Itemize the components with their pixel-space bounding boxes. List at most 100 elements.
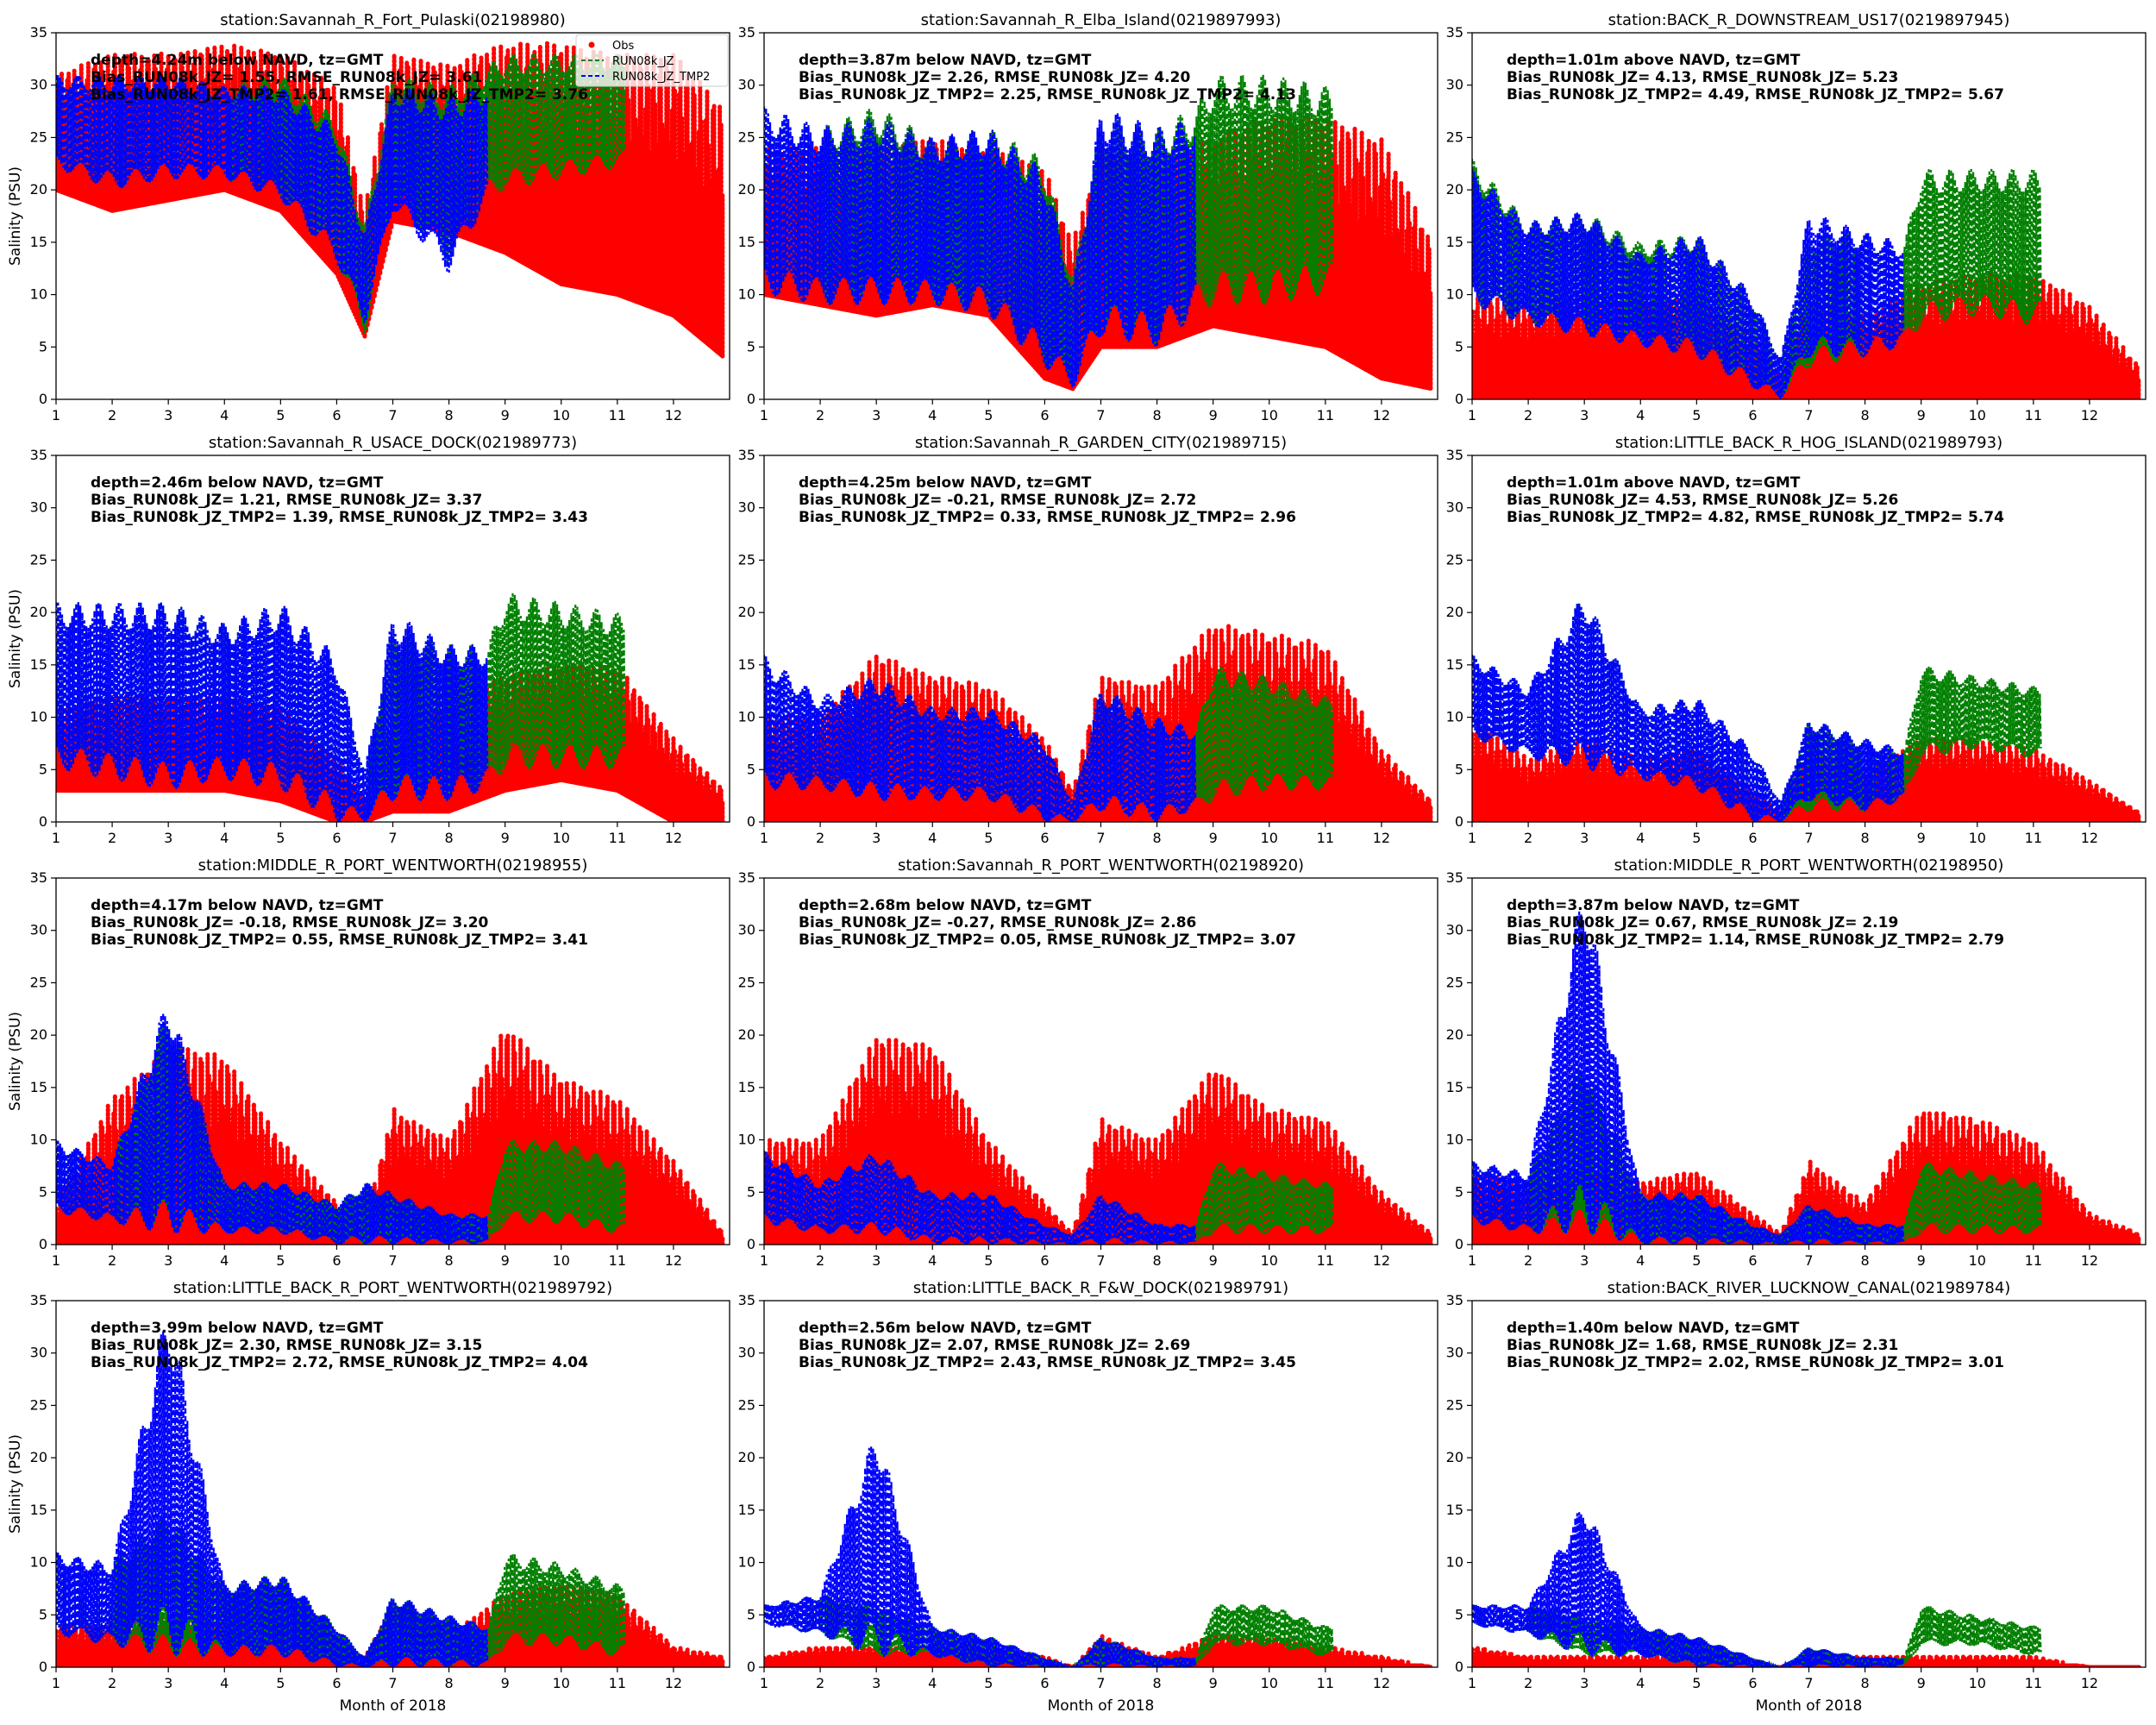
y-tick-label: 5 (39, 761, 47, 777)
panel-title: station:LITTLE_BACK_R_PORT_WENTWORTH(021… (173, 1279, 612, 1297)
y-tick-label: 20 (738, 1026, 755, 1043)
series-run08k-jz-tmp2 (1472, 169, 1905, 399)
x-tick-label: 11 (609, 1252, 626, 1269)
y-tick-label: 5 (747, 1183, 755, 1200)
x-tick-label: 4 (928, 830, 937, 846)
x-tick-label: 3 (1580, 407, 1589, 423)
plot-area (1472, 603, 2141, 822)
x-tick-label: 12 (2081, 407, 2098, 423)
y-tick-label: 35 (30, 447, 47, 463)
model-line (56, 601, 489, 822)
x-tick-label: 3 (164, 830, 172, 846)
x-tick-label: 3 (164, 407, 172, 423)
model-line (1472, 169, 1905, 399)
x-tick-label: 6 (1040, 830, 1049, 846)
y-tick-label: 25 (1446, 974, 1463, 990)
panel-1: station:Savannah_R_Fort_Pulaski(02198980… (7, 11, 730, 423)
x-tick-label: 5 (276, 407, 285, 423)
x-tick-label: 4 (928, 407, 937, 423)
stats-annotation: Bias_RUN08k_JZ= 1.21, RMSE_RUN08k_JZ= 3.… (91, 492, 482, 509)
x-tick-label: 6 (332, 407, 341, 423)
stats-annotation: Bias_RUN08k_JZ= -0.18, RMSE_RUN08k_JZ= 3… (91, 914, 489, 932)
y-tick-label: 35 (738, 869, 755, 886)
stats-annotation: Bias_RUN08k_JZ= -0.27, RMSE_RUN08k_JZ= 2… (799, 914, 1196, 932)
x-tick-label: 4 (1636, 830, 1645, 846)
x-tick-label: 9 (1917, 830, 1926, 846)
panel-title: station:MIDDLE_R_PORT_WENTWORTH(02198950… (1614, 856, 2004, 875)
x-tick-label: 10 (1969, 1252, 1986, 1269)
panel-title: station:MIDDLE_R_PORT_WENTWORTH(02198955… (198, 856, 588, 875)
y-tick-label: 10 (30, 1132, 47, 1148)
y-tick-label: 20 (1446, 181, 1463, 198)
stats-annotation: depth=4.25m below NAVD, tz=GMT (799, 474, 1092, 492)
x-tick-label: 12 (1373, 1252, 1390, 1269)
x-tick-label: 2 (816, 407, 824, 423)
plot-area (56, 41, 725, 359)
y-tick-label: 25 (30, 551, 47, 568)
panel-title: station:Savannah_R_GARDEN_CITY(021989715… (915, 434, 1287, 452)
x-tick-label: 12 (2081, 830, 2098, 846)
legend-entry-label: RUN08k_JZ_TMP2 (612, 71, 710, 84)
x-tick-label: 11 (2025, 1252, 2042, 1269)
x-tick-label: 7 (388, 407, 397, 423)
y-tick-label: 30 (738, 499, 755, 516)
panel-title: station:BACK_R_DOWNSTREAM_US17(021989794… (1608, 11, 2010, 29)
stats-annotation: Bias_RUN08k_JZ= 1.55, RMSE_RUN08k_JZ= 3.… (91, 69, 482, 86)
stats-annotation: Bias_RUN08k_JZ_TMP2= 0.05, RMSE_RUN08k_J… (799, 932, 1296, 949)
y-tick-label: 5 (1455, 761, 1463, 777)
y-tick-label: 5 (39, 1183, 47, 1200)
x-tick-label: 4 (220, 407, 229, 423)
y-tick-label: 0 (747, 391, 755, 407)
x-tick-label: 3 (872, 830, 881, 846)
panel-title: station:Savannah_R_PORT_WENTWORTH(021989… (898, 856, 1304, 875)
y-tick-label: 35 (30, 24, 47, 41)
legend: Obs RUN08k_JZ RUN08k_JZ_TMP2 (575, 34, 729, 87)
legend-marker-obs (588, 41, 595, 48)
stats-annotation: depth=3.87m below NAVD, tz=GMT (1507, 897, 1800, 914)
x-tick-label: 7 (1804, 407, 1813, 423)
y-tick-label: 15 (738, 1079, 755, 1095)
stats-annotation: depth=1.01m above NAVD, tz=GMT (1507, 52, 1801, 69)
x-tick-label: 2 (108, 1252, 116, 1269)
model-line (764, 106, 1197, 388)
y-tick-label: 30 (738, 77, 755, 93)
x-tick-label: 10 (1261, 407, 1278, 423)
stats-annotation: depth=3.87m below NAVD, tz=GMT (799, 52, 1092, 69)
x-tick-label: 11 (2025, 830, 2042, 846)
x-tick-label: 1 (760, 407, 768, 423)
x-tick-label: 12 (1373, 830, 1390, 846)
x-tick-label: 5 (1692, 407, 1701, 423)
model-line (56, 1022, 626, 1245)
y-tick-label: 20 (30, 181, 47, 198)
stats-annotation: Bias_RUN08k_JZ_TMP2= 4.82, RMSE_RUN08k_J… (1507, 509, 2004, 526)
stats-annotation: Bias_RUN08k_JZ= 4.53, RMSE_RUN08k_JZ= 5.… (1507, 492, 1898, 509)
y-tick-label: 30 (30, 77, 47, 93)
x-tick-label: 12 (2081, 1252, 2098, 1269)
panel-8: station:Savannah_R_PORT_WENTWORTH(021989… (738, 856, 1438, 1269)
x-tick-label: 8 (1152, 830, 1161, 846)
x-tick-label: 5 (984, 1252, 993, 1269)
x-tick-label: 6 (1040, 407, 1049, 423)
x-tick-label: 5 (276, 1252, 285, 1269)
y-tick-label: 20 (738, 181, 755, 198)
x-tick-label: 7 (1804, 1252, 1813, 1269)
stats-annotation: depth=4.17m below NAVD, tz=GMT (91, 897, 384, 914)
x-tick-label: 1 (52, 1252, 60, 1269)
panel-title: station:Savannah_R_Fort_Pulaski(02198980… (220, 11, 566, 29)
y-tick-label: 15 (1446, 1079, 1463, 1095)
plot-area (56, 1013, 725, 1245)
y-tick-label: 15 (30, 1079, 47, 1095)
series-run08k-jz-tmp2 (764, 106, 1197, 388)
x-tick-label: 9 (501, 830, 510, 846)
x-tick-label: 9 (1917, 407, 1926, 423)
y-tick-label: 5 (1455, 1183, 1463, 1200)
y-tick-label: 30 (1446, 922, 1463, 938)
legend-box (575, 34, 729, 87)
y-tick-label: 5 (39, 338, 47, 354)
x-tick-label: 10 (553, 830, 570, 846)
x-tick-label: 11 (2025, 407, 2042, 423)
x-tick-label: 8 (1860, 830, 1869, 846)
x-tick-label: 9 (1917, 1252, 1926, 1269)
x-tick-label: 4 (220, 830, 229, 846)
